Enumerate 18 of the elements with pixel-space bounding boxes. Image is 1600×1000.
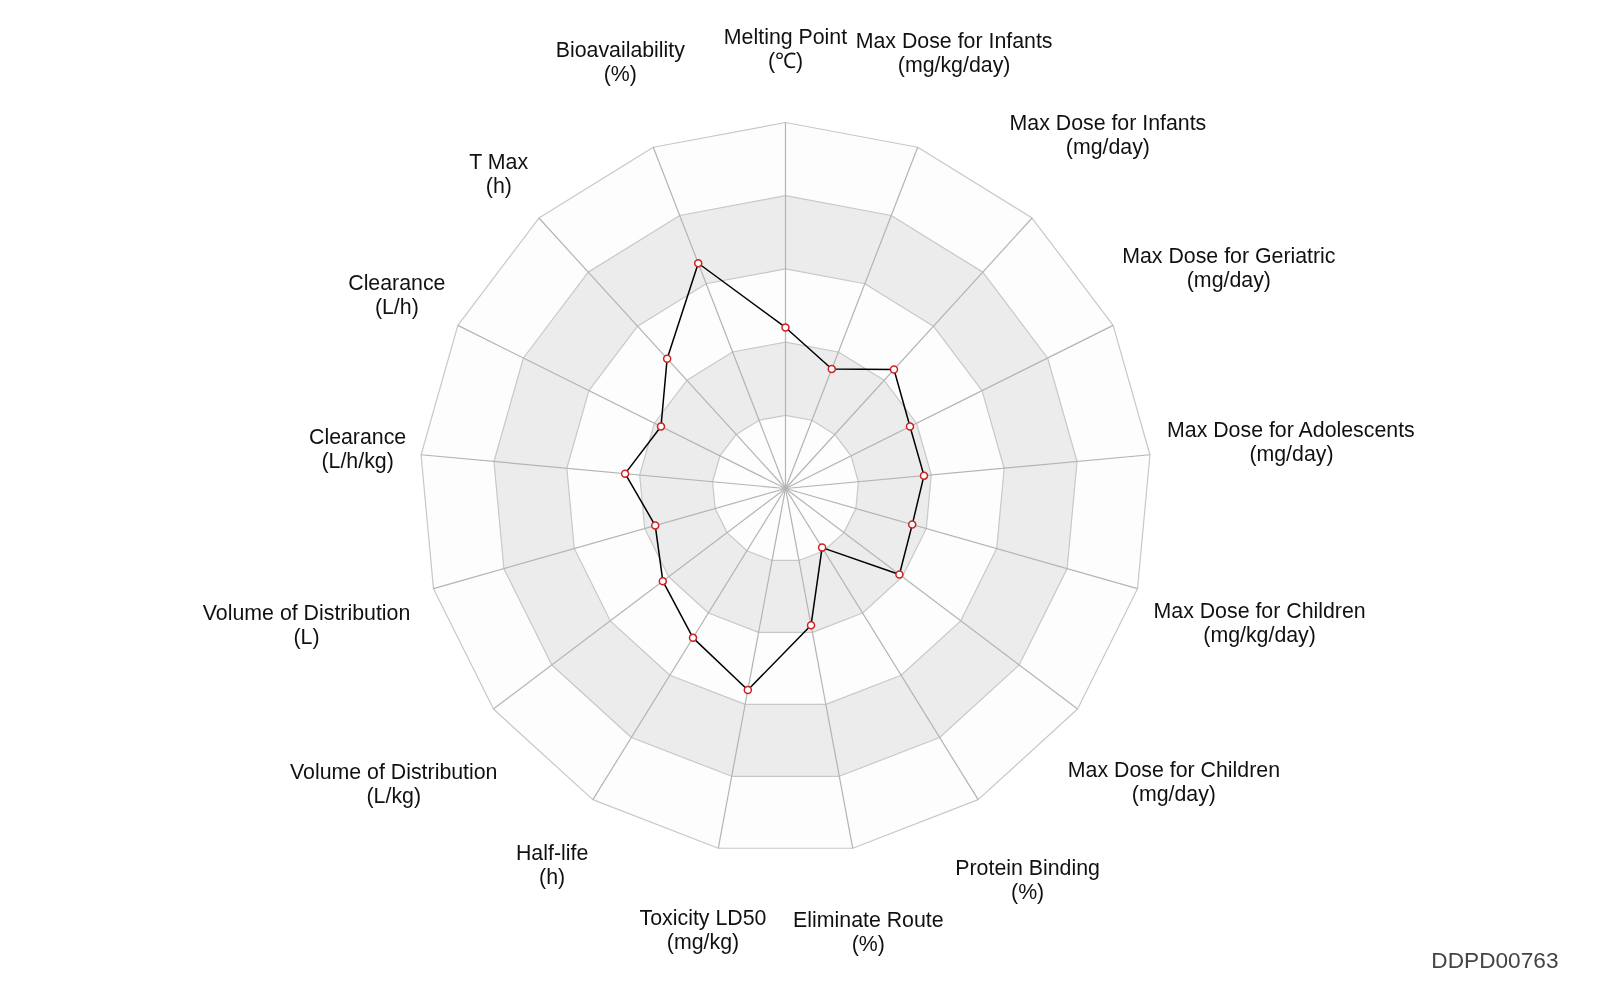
spoke-label: Max Dose for Adolescents (mg/day) <box>1167 417 1415 466</box>
spoke-label: Clearance (L/h/kg) <box>309 424 407 473</box>
spoke-label: Clearance (L/h) <box>348 270 446 319</box>
spoke-label: Max Dose for Geriatric (mg/day) <box>1122 243 1336 292</box>
spoke-label: Protein Binding (%) <box>955 855 1100 904</box>
text: DDPD00763 <box>1431 946 1559 973</box>
spoke-label: Max Dose for Infants (mg/kg/day) <box>855 29 1053 78</box>
spoke-label: Melting Point (℃) <box>723 25 848 74</box>
spoke-label: Toxicity LD50 (mg/kg) <box>639 905 767 954</box>
spoke-label: Half-life (h) <box>515 841 589 890</box>
spoke-label: Eliminate Route (%) <box>793 907 944 956</box>
spoke-label: Max Dose for Children (mg/day) <box>1067 757 1280 806</box>
spoke-label: Max Dose for Infants (mg/day) <box>1009 110 1207 159</box>
spoke-label: Volume of Distribution (L) <box>202 600 411 649</box>
spoke-label: T Max (h) <box>469 150 529 199</box>
spoke-label: Volume of Distribution (L/kg) <box>290 760 498 809</box>
spoke-label: Bioavailability (%) <box>555 38 686 87</box>
spoke-label: Max Dose for Children (mg/kg/day) <box>1153 599 1366 648</box>
